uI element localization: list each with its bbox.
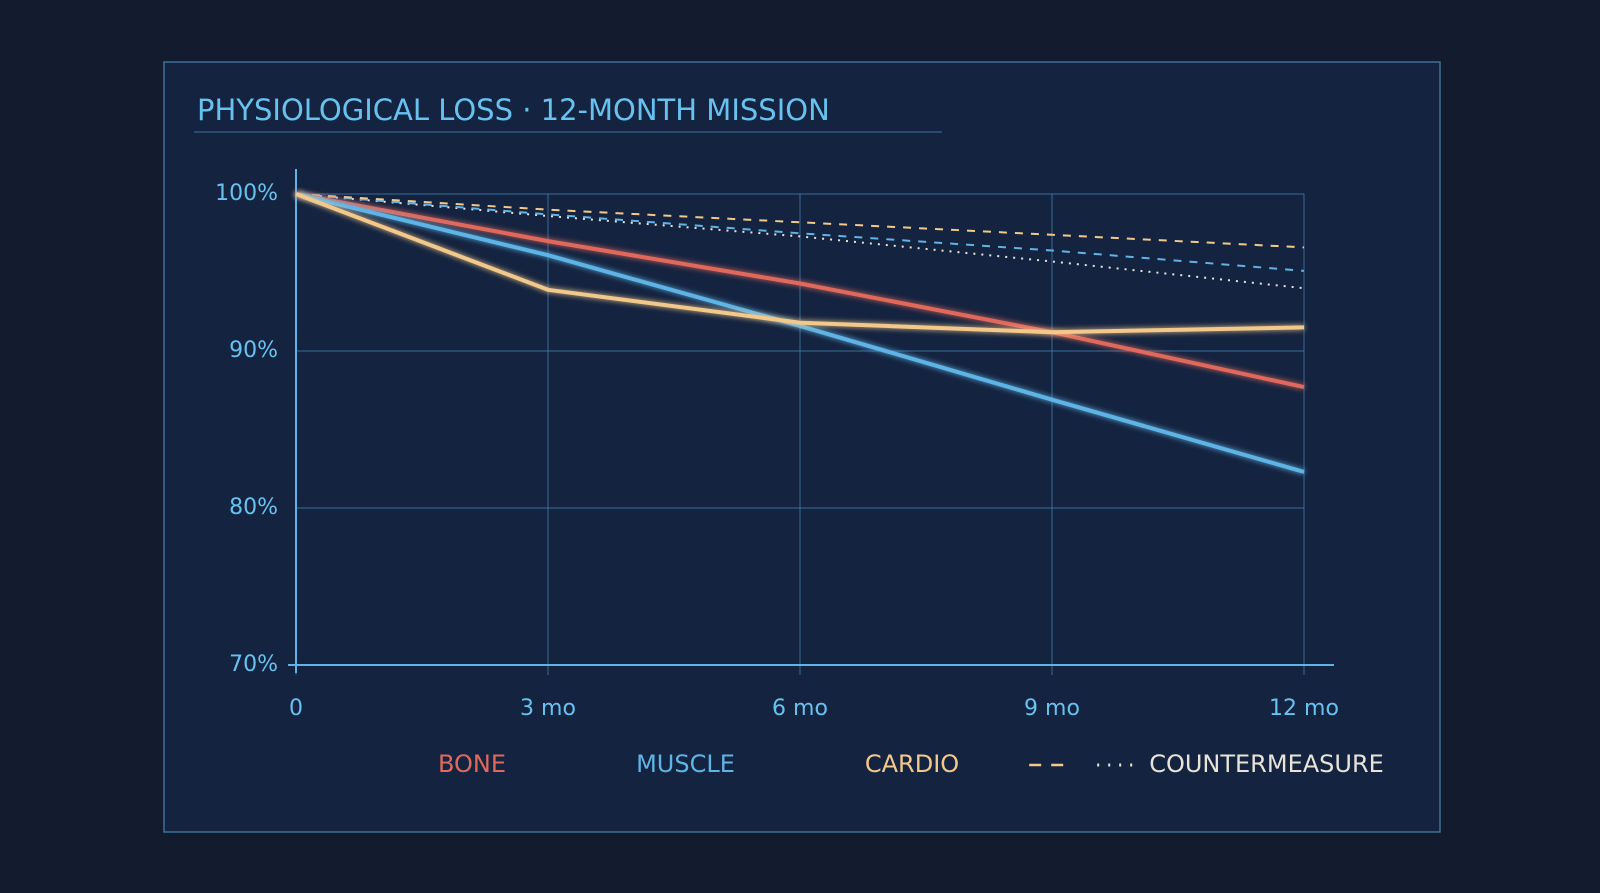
- y-tick-label: 80%: [229, 495, 278, 520]
- frame: [163, 61, 1441, 833]
- countermeasure-line: [295, 193, 1305, 290]
- legend-label: COUNTERMEASURE: [1149, 750, 1384, 778]
- legend-label: BONE: [438, 750, 506, 778]
- y-tick-label: 100%: [215, 181, 278, 206]
- y-tick-label: 70%: [229, 652, 278, 677]
- x-tick-label: 0: [289, 696, 303, 721]
- x-tick-label: 9 mo: [1024, 696, 1080, 721]
- x-tick-label: 3 mo: [520, 696, 576, 721]
- legend-label: CARDIO: [865, 750, 959, 778]
- y-tick-label: 90%: [229, 338, 278, 363]
- series-line: [295, 192, 1305, 390]
- x-tick-label: 12 mo: [1269, 696, 1339, 721]
- series-line: [295, 192, 1305, 335]
- legend-label: MUSCLE: [636, 750, 735, 778]
- series-line: [295, 192, 1305, 474]
- chart-title: PHYSIOLOGICAL LOSS · 12-MONTH MISSION: [197, 93, 830, 127]
- x-tick-label: 6 mo: [772, 696, 828, 721]
